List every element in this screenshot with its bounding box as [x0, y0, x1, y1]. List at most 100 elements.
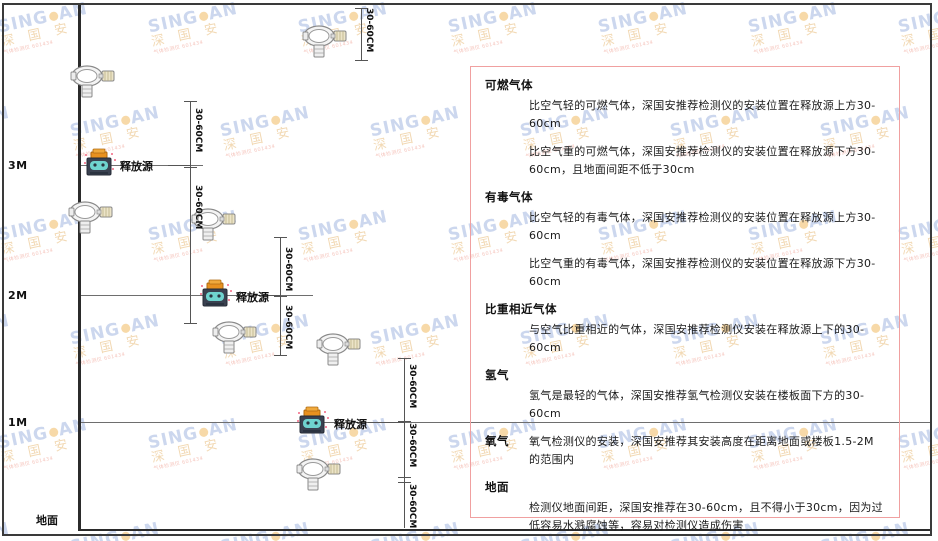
section-heading: 有毒气体	[485, 190, 533, 204]
section-paragraph: 氧气检测仪的安装，深国安推荐其安装高度在距离地面或楼板1.5-2M的范围内	[529, 435, 874, 466]
watermark-cn: 深 国 安	[72, 332, 146, 363]
axis-tick-3m: 3M	[8, 159, 28, 172]
section-heading: 地面	[485, 480, 509, 494]
watermark-sub: 气体检测仪 601434	[303, 247, 354, 264]
watermark-sub: 气体检测仪 601434	[225, 143, 276, 160]
gridline-1m	[78, 422, 930, 423]
watermark-sub: 气体检测仪 601434	[0, 338, 42, 369]
panel-section-oxygen: 氧气 氧气检测仪的安装，深国安推荐其安装高度在距离地面或楼板1.5-2M的范围内	[485, 433, 885, 469]
watermark-dot-icon	[120, 530, 131, 541]
section-paragraph: 比空气重的有毒气体，深国安推荐检测仪的安装位置在释放源下方30-60cm	[529, 257, 876, 288]
dimension-tick	[274, 296, 287, 297]
watermark-sub: 气体检测仪 601434	[153, 39, 204, 56]
gas-detector-icon	[62, 198, 118, 238]
watermark-cn: 深 国 安	[0, 116, 41, 154]
watermark-cn: 深 国 安	[450, 20, 524, 51]
watermark-dot-icon	[648, 10, 659, 22]
watermark-dot-icon	[120, 114, 131, 126]
watermark-sub: 气体检测仪 601434	[453, 39, 504, 56]
panel-section-similar-density: 比重相近气体 与空气比重相近的气体，深国安推荐检测仪安装在释放源上下的30-60…	[485, 301, 885, 357]
axis-tick-1m: 1M	[8, 416, 28, 429]
watermark-sub: 气体检测仪 601434	[903, 247, 938, 264]
dimension-tick	[274, 237, 287, 238]
section-paragraph: 比空气轻的有毒气体，深国安推荐检测仪的安装位置在释放源上方30-60cm	[529, 211, 876, 242]
section-paragraph: 检测仪地面间距，深国安推荐在30-60cm，且不得小于30cm，因为过低容易水溅…	[529, 501, 883, 532]
watermark-sub: 气体检测仪 601434	[153, 455, 204, 472]
release-source-label: 释放源	[236, 291, 269, 304]
watermark-cn: 深 国 安	[600, 20, 674, 51]
watermark-cn: 深 国 安	[0, 436, 74, 467]
gas-detector-icon	[310, 330, 366, 370]
watermark-cn: 深 国 安	[222, 124, 296, 155]
section-paragraph: 比空气轻的可燃气体，深国安推荐检测仪的安装位置在释放源上方30-60cm	[529, 99, 876, 130]
watermark-cn: 深 国 安	[150, 20, 224, 51]
dimension-label: 30-60CM	[407, 423, 417, 468]
watermark-dot-icon	[420, 530, 431, 541]
dimension-line-b	[361, 8, 362, 60]
gridline-2m	[78, 295, 313, 296]
watermark-sub: 气体检测仪 601434	[75, 351, 126, 368]
gas-detector-icon	[206, 318, 262, 358]
release-source-label: 释放源	[120, 160, 153, 173]
watermark-sub: 气体检测仪 601434	[3, 247, 54, 264]
dimension-label: 30-60CM	[193, 185, 203, 230]
section-paragraph: 氢气是最轻的气体，深国安推荐氢气检测仪安装在楼板面下方的30-60cm	[529, 389, 865, 420]
dimension-tick	[398, 477, 411, 478]
dimension-label: 30-60CM	[193, 108, 203, 153]
gas-detector-icon	[290, 455, 346, 495]
leader-line	[168, 165, 190, 166]
dimension-label: 30-60CM	[407, 484, 417, 529]
dimension-tick	[398, 482, 411, 483]
dimension-line-a	[190, 101, 191, 323]
watermark-sub: 气体检测仪 601434	[753, 39, 804, 56]
watermark-dot-icon	[798, 10, 809, 22]
watermark-dot-icon	[48, 218, 59, 230]
dimension-tick	[355, 8, 368, 9]
panel-section-hydrogen: 氢气 氢气是最轻的气体，深国安推荐氢气检测仪安装在楼板面下方的30-60cm	[485, 367, 885, 423]
watermark-dot-icon	[348, 218, 359, 230]
watermark-cn: 深 国 安	[900, 228, 938, 259]
watermark-cn: 深 国 安	[72, 532, 190, 541]
release-source-icon	[200, 279, 236, 311]
dimension-tick	[398, 358, 411, 359]
watermark-dot-icon	[198, 426, 209, 438]
section-heading: 比重相近气体	[485, 302, 557, 316]
watermark-sub: 气体检测仪 601434	[3, 39, 54, 56]
watermark-dot-icon	[420, 114, 431, 126]
watermark-cn: 深 国 安	[150, 436, 224, 467]
panel-section-flammable: 可燃气体 比空气轻的可燃气体，深国安推荐检测仪的安装位置在释放源上方30-60c…	[485, 77, 885, 179]
watermark-sub: 气体检测仪 601434	[603, 39, 654, 56]
gridline-3m	[78, 165, 203, 166]
vertical-axis	[78, 5, 81, 530]
axis-tick-2m: 2M	[8, 289, 28, 302]
info-panel: 可燃气体 比空气轻的可燃气体，深国安推荐检测仪的安装位置在释放源上方30-60c…	[470, 66, 900, 532]
